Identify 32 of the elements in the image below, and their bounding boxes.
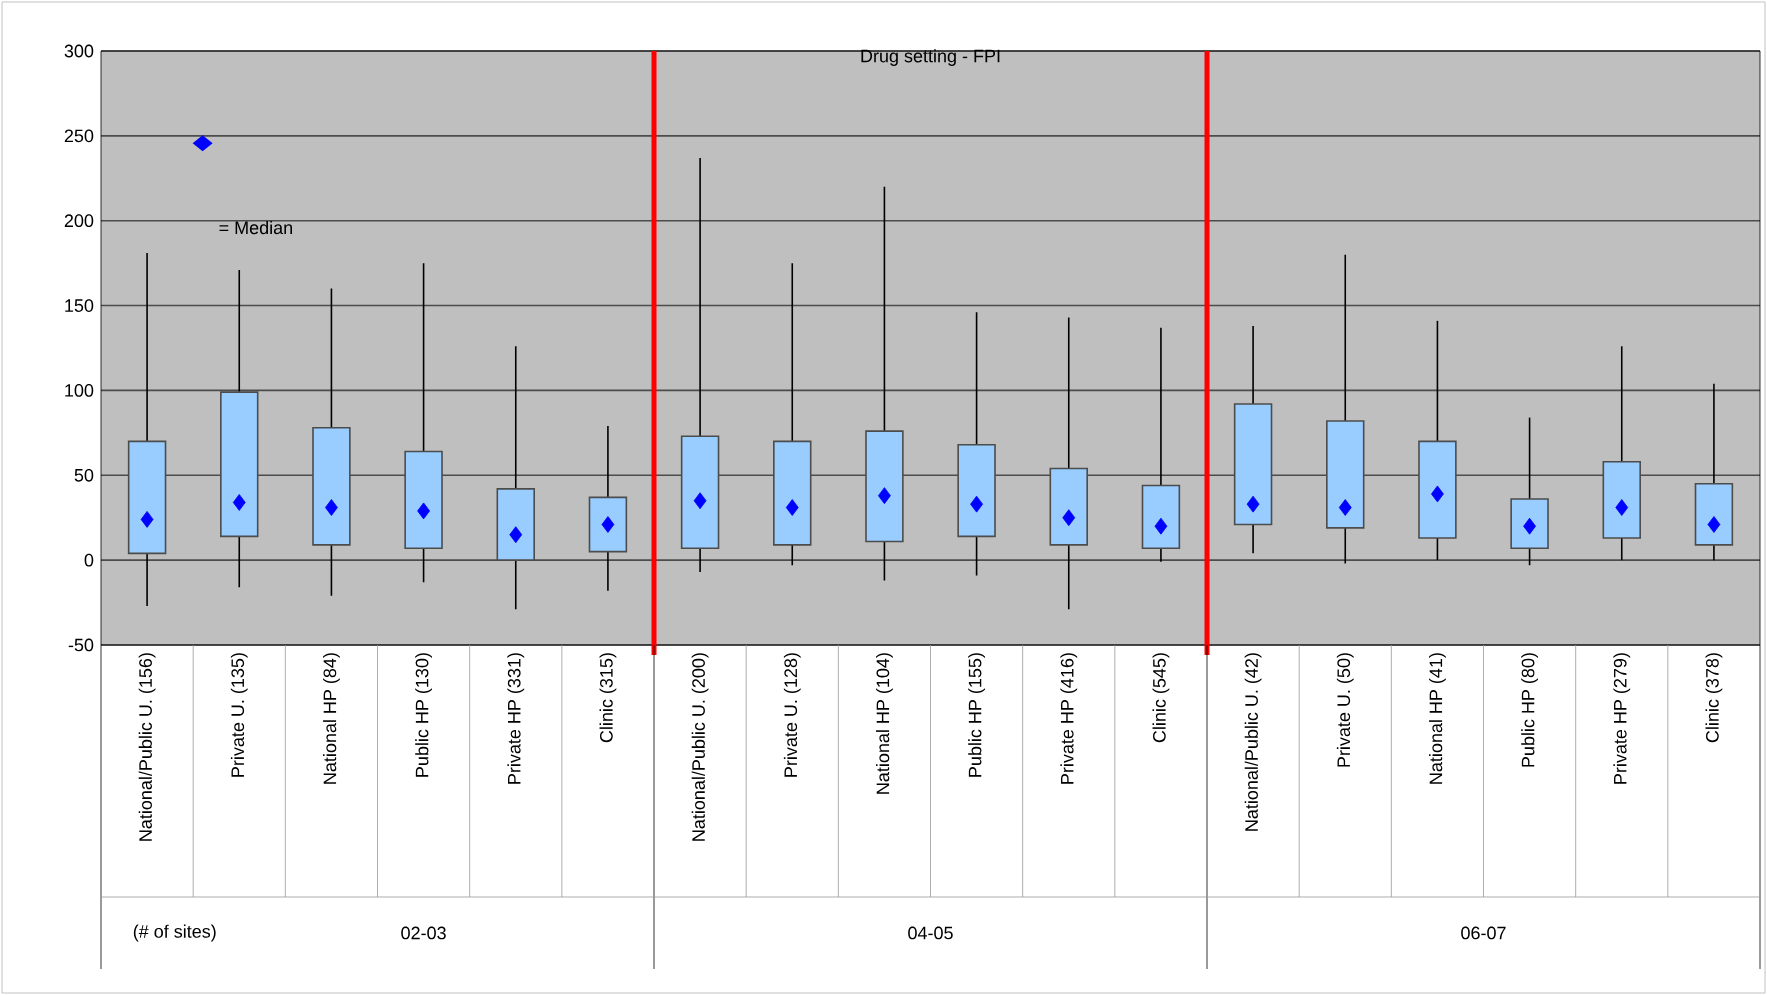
y-tick-label: 150 [65, 299, 94, 312]
x-tick-label: Public HP (80) [1521, 653, 1538, 767]
x-tick-label: Private HP (416) [1060, 653, 1078, 784]
x-tick-label: Private U. (135) [230, 653, 248, 777]
y-tick-label: -50 [68, 638, 94, 652]
x-tick-label: Private HP (331) [507, 653, 525, 784]
text: 04-05 [908, 926, 953, 940]
x-tick-label: National HP (84) [323, 653, 340, 784]
x-tick-label: Clinic (315) [599, 653, 617, 743]
x-tick-label: Private U. (128) [783, 653, 801, 777]
text: = Median [219, 220, 292, 235]
x-tick-label: Clinic (378) [1705, 653, 1723, 743]
x-tick-label: Clinic (545) [1152, 653, 1170, 743]
x-tick-label: National HP (41) [1429, 653, 1446, 784]
chart-title: Drug setting - FPI [861, 49, 1000, 66]
text: (# of sites) [133, 924, 216, 942]
y-tick-label: 300 [64, 44, 94, 58]
x-tick-label: National/Public U. (156) [138, 653, 156, 841]
text: 02-03 [401, 926, 446, 940]
x-tick-label: National HP (104) [876, 653, 893, 794]
x-tick-label: Public HP (130) [415, 653, 432, 777]
x-tick-label: Public HP (155) [968, 653, 985, 777]
x-tick-label: National/Public U. (42) [1244, 653, 1262, 831]
y-tick-label: 250 [64, 129, 94, 143]
text: 06-07 [1461, 926, 1506, 940]
y-tick-label: 50 [74, 468, 94, 482]
y-tick-label: 0 [84, 553, 94, 567]
y-tick-label: 200 [64, 214, 94, 228]
x-tick-label: Private U. (50) [1336, 653, 1354, 767]
x-tick-label: Private HP (279) [1613, 653, 1631, 784]
y-tick-label: 100 [65, 384, 94, 397]
x-tick-label: National/Public U. (200) [691, 653, 709, 841]
